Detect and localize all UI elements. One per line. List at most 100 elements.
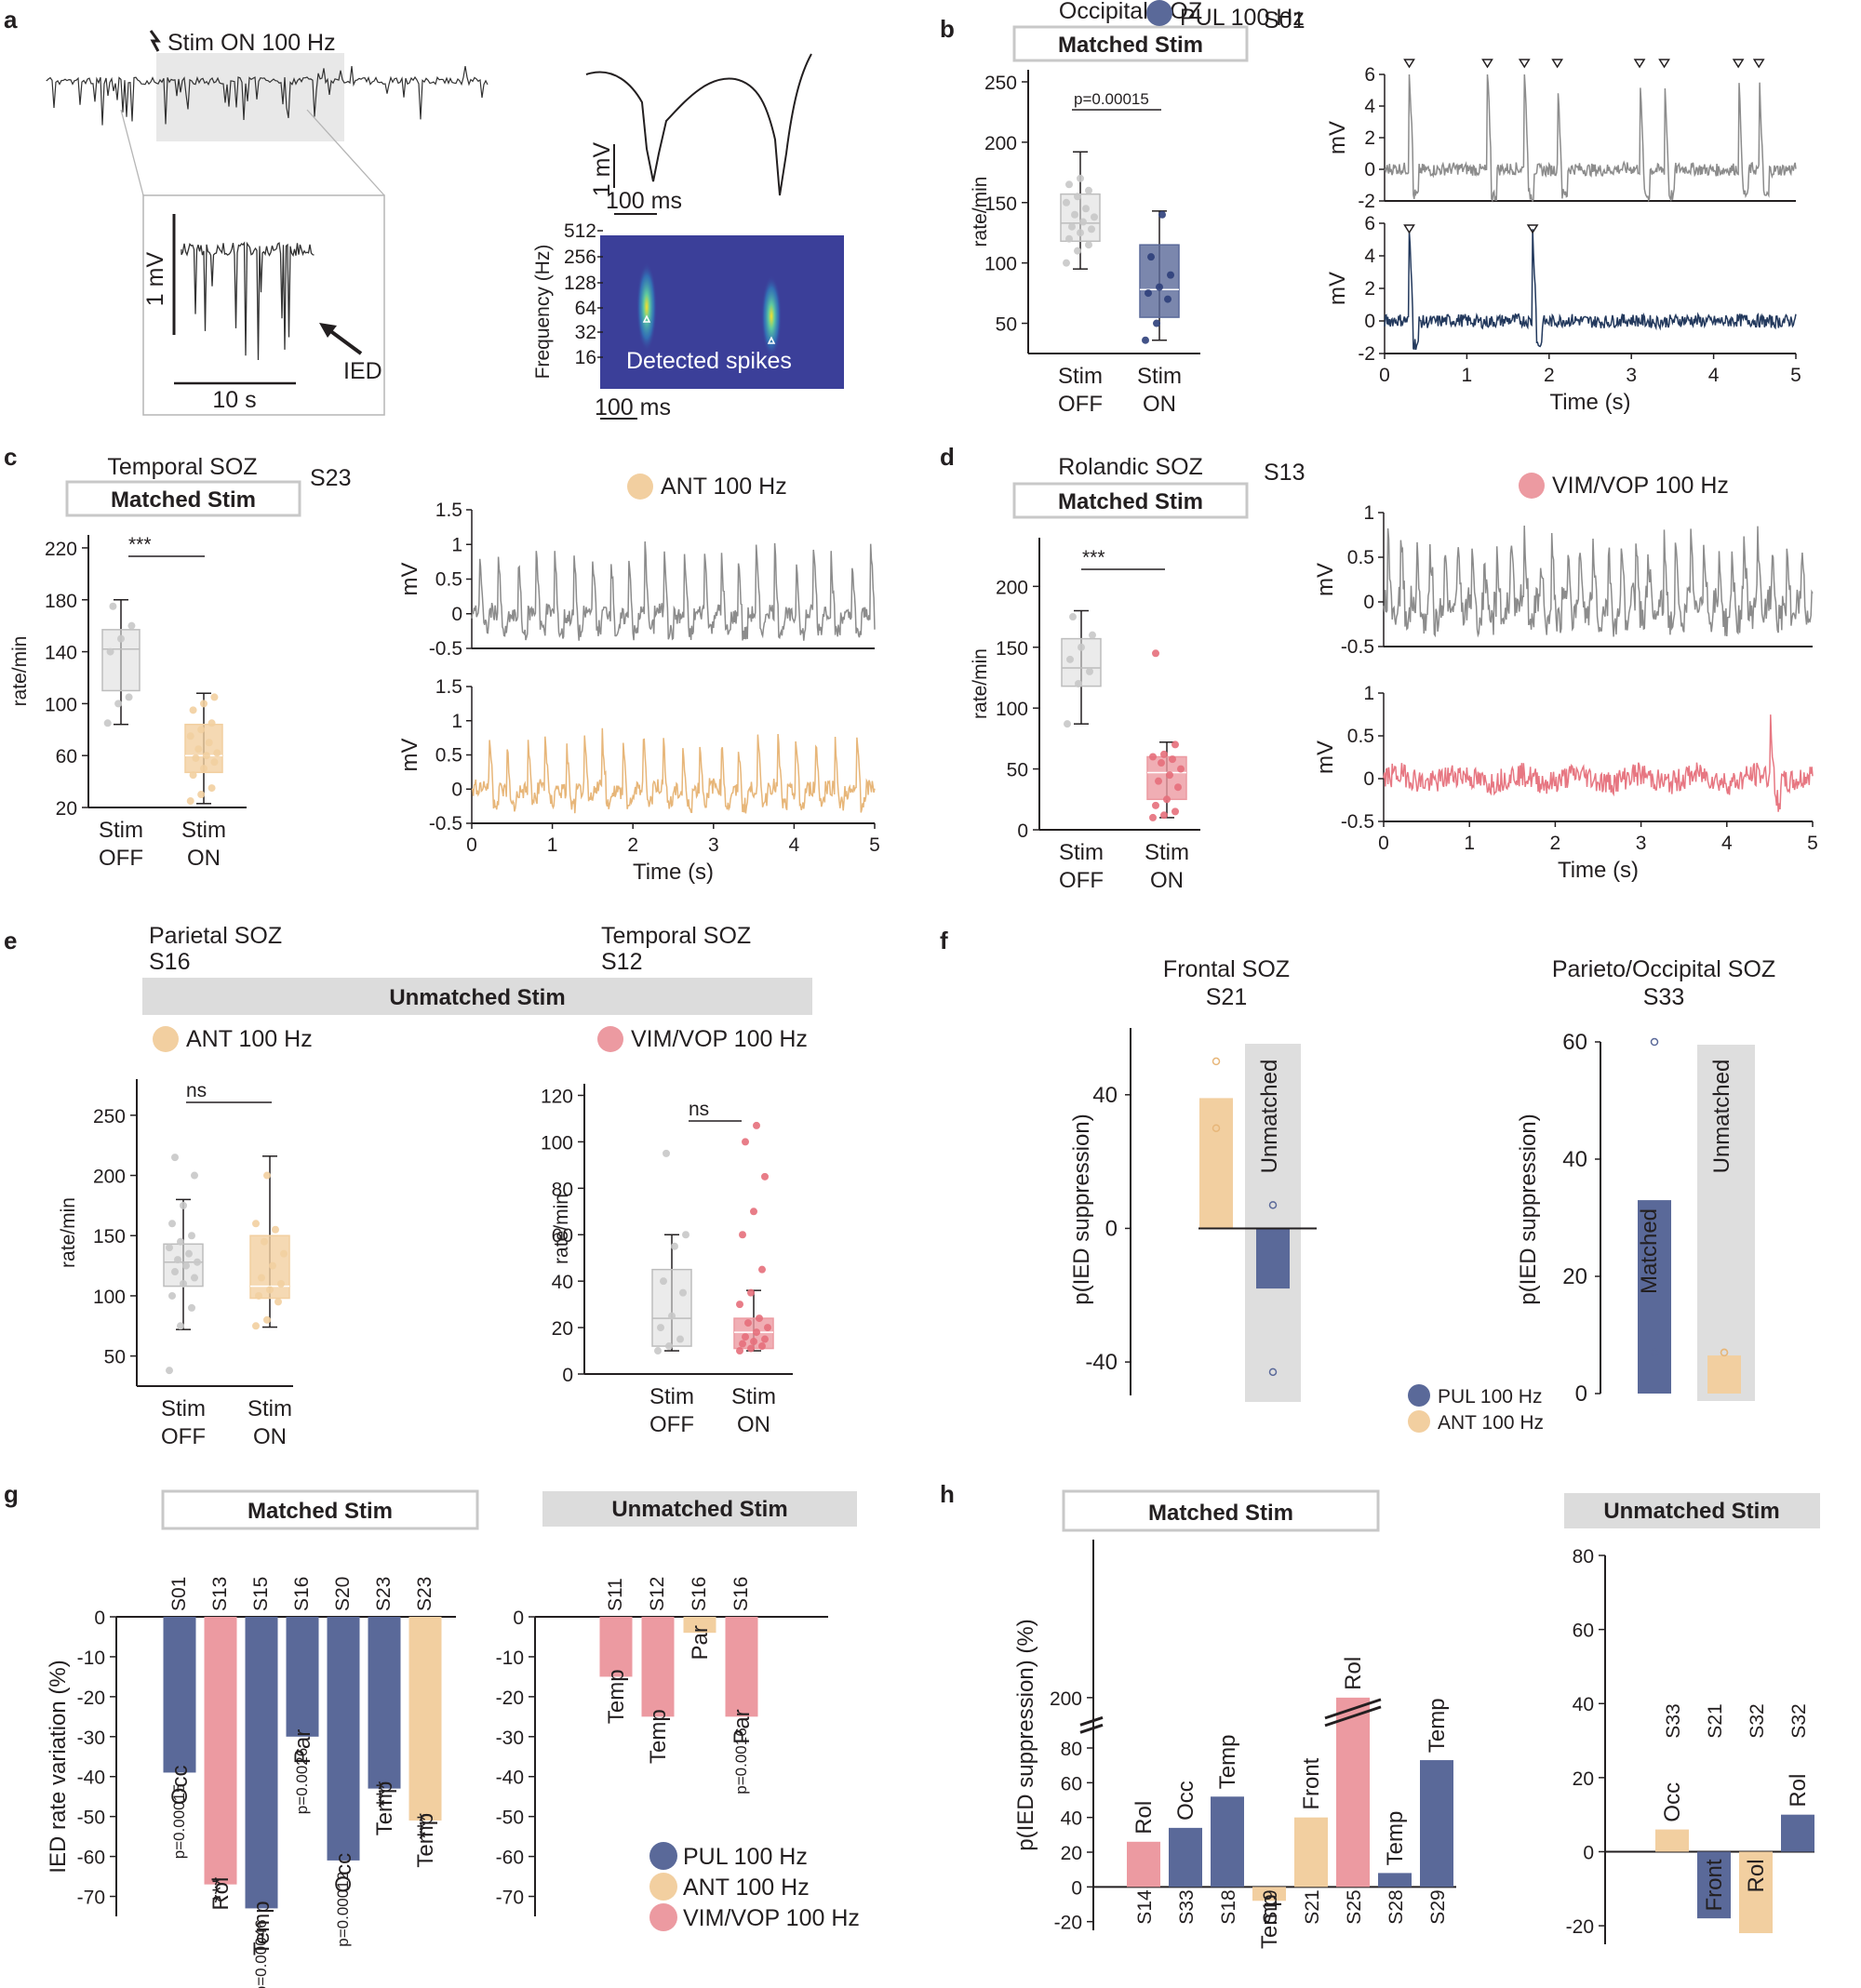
data-point (272, 1225, 279, 1234)
y-tick-label: 20 (1573, 1768, 1594, 1790)
data-point (263, 1315, 271, 1324)
y-tick-label: 250 (93, 1106, 126, 1127)
region-label: Temp (646, 1709, 671, 1764)
significance-label: *** (413, 1813, 438, 1839)
matched-stim-label-d: Matched Stim (1058, 489, 1203, 514)
bar (1199, 1098, 1233, 1229)
subject-label: S13 (209, 1577, 231, 1611)
vim-trace-stim-on (1383, 714, 1814, 812)
region-label: Rol (208, 1877, 234, 1911)
region-label: Front (1702, 1859, 1727, 1911)
data-point (125, 693, 133, 701)
subject-label: S32 (1788, 1703, 1810, 1738)
x-tick-label: 5 (869, 834, 880, 856)
data-point (255, 1291, 262, 1300)
ant-trace-stim-on (471, 727, 876, 814)
category-label: OFF (1058, 392, 1103, 417)
data-point (1065, 234, 1073, 243)
region-label: Temp (1257, 1894, 1282, 1949)
region-label: Temp (413, 1813, 438, 1868)
legend-ant-g: ANT 100 Hz (683, 1875, 810, 1901)
significance-label: ns (689, 1099, 709, 1120)
y-tick-label: 50 (104, 1347, 126, 1368)
data-point (1171, 807, 1179, 816)
category-label: ON (737, 1412, 770, 1437)
subject-label: S16 (689, 1577, 710, 1611)
y-tick-label: -2 (1358, 343, 1375, 365)
y-tick-label: 20 (552, 1318, 573, 1340)
data-point (1089, 631, 1096, 639)
y-axis-label: p(IED suppression) (1516, 1114, 1541, 1304)
panel-f-subject-1: S21 (1206, 984, 1247, 1010)
y-tick-label: -30 (496, 1728, 524, 1749)
data-point (1155, 777, 1162, 785)
y-tick-label: 200 (93, 1167, 126, 1188)
region-label: Occ (1660, 1782, 1685, 1822)
x-tick-label: 4 (789, 834, 800, 856)
spike-waveform (585, 53, 812, 196)
data-point (1212, 1124, 1221, 1132)
panel-b: Occipital SOZ S01 Matched Stim 501001502… (970, 0, 1801, 417)
data-point (188, 1303, 195, 1312)
category-label: Stim (1145, 840, 1189, 865)
data-point (109, 602, 117, 610)
data-point (1156, 283, 1163, 291)
spike-marker (1633, 59, 1646, 69)
bar (163, 1617, 196, 1773)
data-point (668, 1312, 676, 1320)
y-tick-label: 60 (1562, 1030, 1587, 1055)
y-axis-label: mV (1325, 121, 1350, 154)
spike-marker (1732, 59, 1745, 69)
data-point (1066, 655, 1074, 663)
matched-stim-box-c (65, 480, 301, 517)
y-tick-label: 140 (45, 643, 77, 664)
data-point (665, 1342, 673, 1351)
panel-a: Stim ON 100 Hz 1 mV 10 s IED 1 mV 100 ms (46, 30, 844, 420)
data-point (192, 754, 200, 762)
y-tick-label: 0.5 (1347, 726, 1374, 747)
matched-stim-label-c: Matched Stim (111, 487, 256, 513)
data-point (185, 1249, 193, 1258)
data-point (117, 634, 125, 643)
data-point (1086, 667, 1093, 675)
panel-e-title-2: Temporal SOZ (601, 923, 751, 949)
data-point (213, 749, 221, 757)
box-plot-c: 20 60 100 140 180 220 rate/min Stim OFF Stim ON *** (9, 534, 247, 871)
bar (1169, 1827, 1202, 1888)
category-label: OFF (161, 1424, 206, 1449)
unmatched-label: Unmatched (1257, 1060, 1282, 1174)
data-point (103, 719, 112, 727)
box (651, 1268, 692, 1347)
y-tick-label: 0.5 (1347, 547, 1374, 568)
data-point (1174, 783, 1182, 792)
data-point (252, 1322, 260, 1330)
y-tick-label: 220 (45, 539, 77, 560)
x-tick-label: 0 (466, 834, 477, 856)
data-point (663, 1149, 670, 1157)
data-point (106, 647, 114, 656)
y-tick-label: -20 (1054, 1913, 1082, 1934)
spike-marker (1551, 59, 1563, 69)
region-label: Par (290, 1729, 315, 1764)
legend-dot-ant-e (153, 1026, 179, 1052)
panel-letter-a: a (4, 6, 18, 33)
data-point (1171, 740, 1179, 749)
scale-mv2-label: 1 mV (589, 142, 615, 197)
data-point (1268, 1201, 1278, 1209)
data-point (1164, 295, 1171, 303)
category-label: OFF (1059, 868, 1104, 893)
y-tick-label: 4 (1364, 246, 1375, 267)
freq-tick-label: 16 (575, 347, 596, 368)
data-point (252, 1220, 260, 1228)
zoom-line-left (120, 109, 144, 196)
data-point (1091, 213, 1098, 221)
data-point (1078, 643, 1085, 651)
data-point (182, 1261, 190, 1270)
bar-plot-h-unmatched: -20 0 20 40 60 80 S33 Occ S21 Front S32 Rol S32 Rol (1566, 1546, 1814, 1944)
data-point (758, 1342, 766, 1351)
pvalue-label: p=0.00046 (252, 1919, 270, 1988)
data-point (168, 1220, 176, 1228)
bar (1256, 1228, 1290, 1289)
bar (1739, 1851, 1773, 1934)
